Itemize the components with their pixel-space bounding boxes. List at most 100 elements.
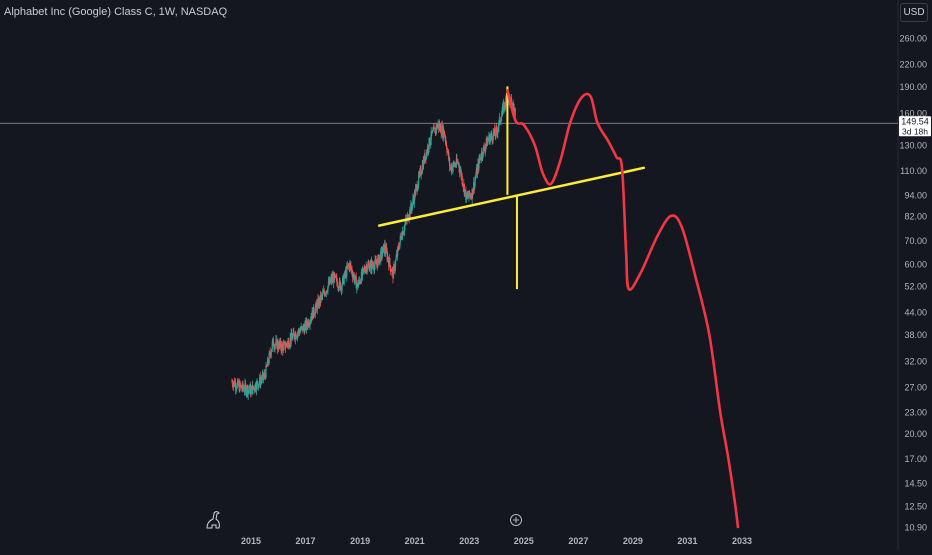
candle-body [285,343,287,347]
price-scale[interactable] [898,0,932,550]
candle-body [389,258,391,265]
candle-body [343,276,345,284]
candle-body [399,235,401,243]
candle-body [469,195,472,197]
candle-body [300,326,302,331]
candle-body [355,275,357,277]
time-tick-label: 2019 [350,536,370,546]
candle-body [501,106,504,113]
time-tick-label: 2027 [568,536,588,546]
candle-body [375,260,377,265]
candle-body [487,139,490,141]
candle-body [445,142,448,148]
candle-body [240,385,242,389]
dino-logo-icon [206,511,220,529]
candle-body [416,184,418,191]
currency-selector-button[interactable]: USD [900,3,928,22]
candle-body [268,353,270,363]
price-tick-label: 190.00 [899,82,927,92]
candle-body [239,382,241,392]
time-tick-label: 2025 [514,536,534,546]
candle-body [295,333,297,339]
candle-body [505,97,507,99]
candle-body [316,302,319,310]
candle-body [283,343,285,345]
bar-countdown-label: 3d 18h [902,126,928,136]
candle-body [418,174,420,185]
candle-body [412,198,414,204]
candle-body [303,325,305,328]
neckline-trendline[interactable] [377,166,646,227]
candle-body [291,333,293,338]
candle-body [504,102,506,107]
candle-body [284,346,287,349]
candle-body [378,258,380,264]
plus-circle-icon[interactable] [510,514,522,526]
candle-body [404,219,407,224]
candle-body [301,326,303,328]
candle-body [245,385,247,394]
candle-body [366,268,368,272]
candle-body [501,112,503,116]
price-tick-label: 94.00 [904,190,927,200]
candle-body [277,342,279,348]
candle-body [407,214,409,221]
candle-body [479,157,482,159]
candle-body [244,383,246,391]
price-tick-label: 160.00 [899,108,927,118]
candle-body [309,321,311,325]
candle-body [421,171,423,174]
candle-body [336,281,338,287]
candle-body [474,178,476,181]
time-tick-label: 2021 [405,536,425,546]
time-tick-label: 2033 [732,536,752,546]
candle-body [482,147,484,157]
candle-body [371,261,373,270]
candle-body [505,97,507,107]
candle-body [274,343,277,346]
candle-body [443,130,445,136]
candle-body [271,342,273,349]
candle-body [325,293,327,295]
candle-body [464,189,466,194]
candle-body [296,337,298,338]
candle-body [369,262,371,269]
candle-body [337,286,339,289]
candle-body [377,258,379,268]
price-tick-label: 32.00 [904,356,927,366]
candle-body [425,151,428,159]
candle-body [356,284,358,289]
candle-body [258,384,260,388]
time-tick-label: 2023 [459,536,479,546]
candle-body [395,257,397,261]
candle-body [248,389,250,391]
price-tick-label: 12.50 [904,501,927,511]
candle-body [489,137,491,144]
candle-body [458,163,460,168]
candle-body [282,344,284,351]
candle-body [239,382,241,387]
candle-body [382,246,384,253]
candle-body [326,291,328,293]
candle-body [410,203,412,214]
candle-body [257,381,259,385]
candle-body [381,252,384,256]
candle-body [456,158,458,163]
price-tick-label: 82.00 [904,211,927,221]
candle-body [254,384,257,390]
candle-body [404,223,406,226]
candle-body [292,335,294,340]
candle-body [245,391,248,394]
price-tick-label: 20.00 [904,429,927,439]
candle-body [338,280,341,289]
candle-body [389,264,391,271]
price-tick-label: 52.00 [904,282,927,292]
projection-path[interactable] [506,89,740,529]
price-tick-label: 10.90 [904,523,927,533]
candle-body [352,275,354,278]
candle-body [262,372,264,379]
candle-body [453,162,455,164]
candle-body [394,260,397,267]
